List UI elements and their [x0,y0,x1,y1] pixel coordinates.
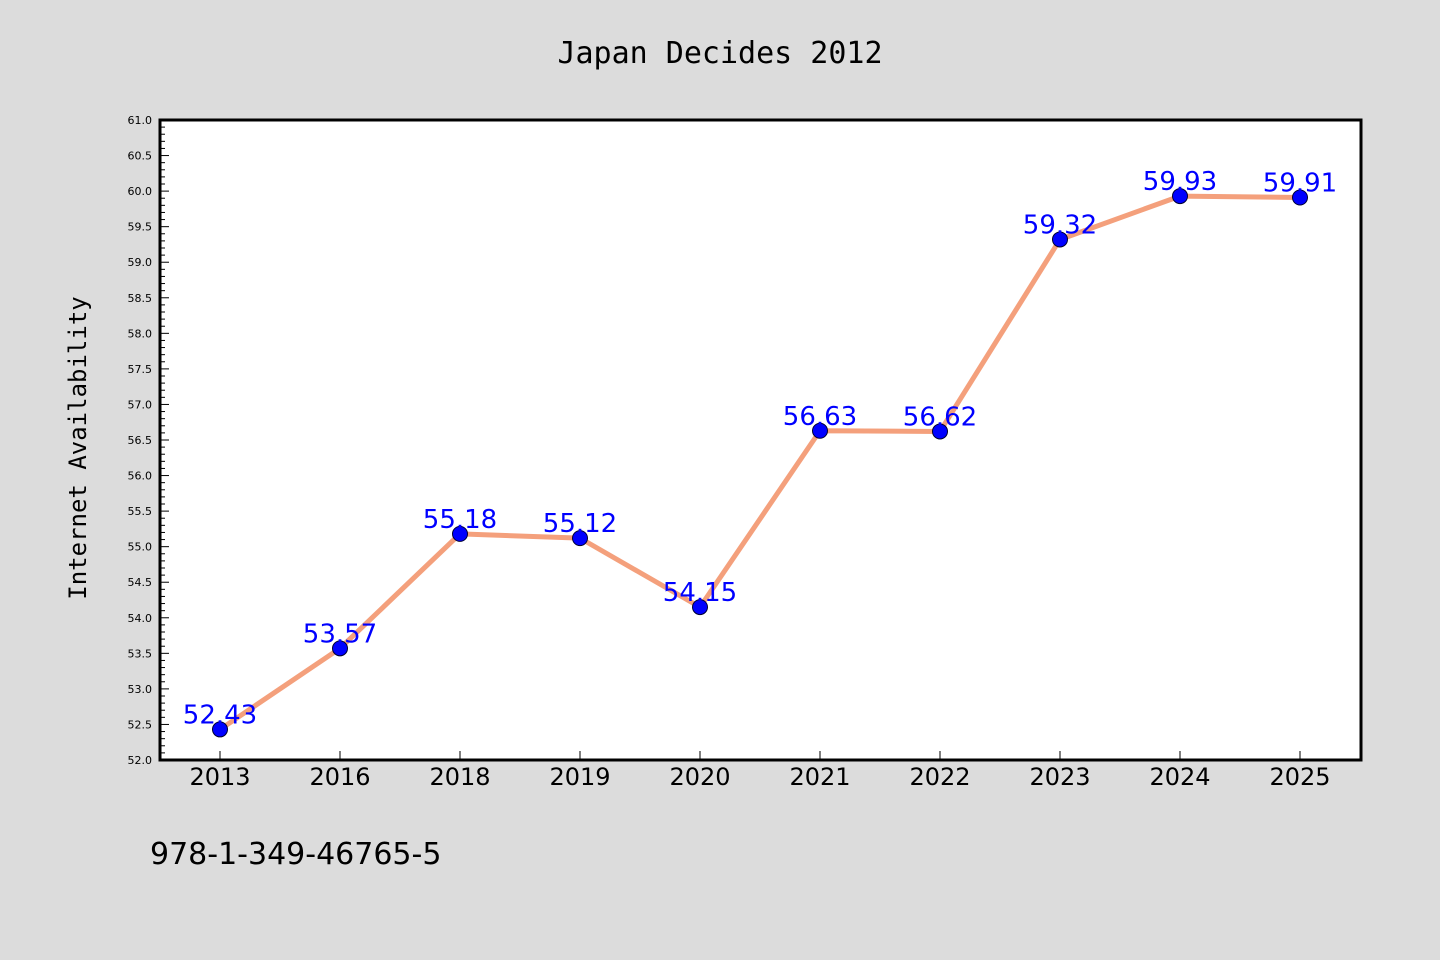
data-label: 52.43 [183,700,257,730]
x-tick-label: 2023 [1029,763,1090,791]
plot-frame [158,118,1363,762]
data-label: 59.32 [1023,210,1097,240]
data-label: 53.57 [303,619,377,649]
y-tick-label: 56.5 [128,434,153,447]
data-label: 56.62 [903,402,977,432]
data-point [932,423,948,440]
data-label: 54.15 [663,578,737,608]
y-tick-label: 55.0 [128,541,153,554]
x-tick-label: 2013 [189,763,250,791]
data-point [1172,188,1188,205]
x-tick-label: 2021 [789,763,850,791]
data-point [812,422,828,439]
y-tick-label: 56.0 [128,470,153,483]
y-tick-label: 54.0 [128,612,153,625]
x-tick-label: 2018 [429,763,490,791]
x-tick-label: 2024 [1149,763,1210,791]
data-label: 55.12 [543,509,617,539]
data-point [332,640,348,657]
y-tick-label: 53.0 [128,683,153,696]
series-layer [212,188,1308,738]
data-point [572,530,588,547]
data-point [452,525,468,542]
y-tick-label: 59.5 [128,221,153,234]
y-tick-label: 57.5 [128,363,153,376]
y-tick-label: 61.0 [128,114,153,127]
x-axis: 2013 2016 2018 2019 2020 2021 2022 2023 2024 2025 [189,751,1331,791]
y-tick-label: 52.5 [128,718,153,731]
data-label: 56.63 [783,402,857,432]
y-tick-label: 57.0 [128,398,153,411]
y-tick-label: 53.5 [128,647,153,660]
y-tick-label: 59.0 [128,256,153,269]
y-tick-label: 58.0 [128,327,153,340]
y-tick-label: 55.5 [128,505,153,518]
data-label: 59.93 [1143,167,1217,197]
y-tick-label: 54.5 [128,576,153,589]
x-tick-label: 2019 [549,763,610,791]
x-tick-label: 2016 [309,763,370,791]
data-label: 59.91 [1263,169,1337,199]
y-tick-label: 60.0 [128,185,153,198]
series-line [217,193,1303,732]
data-label: 55.18 [423,505,497,535]
y-axis-label: Internet Availability [64,296,92,599]
x-tick-label: 2025 [1269,763,1330,791]
y-tick-label: 60.5 [128,150,153,163]
x-tick-label: 2020 [669,763,730,791]
data-point [1052,231,1068,248]
data-labels: 52.43 53.57 55.18 55.12 54.15 56.63 56.62 59.32… [183,167,1337,730]
data-point [212,721,228,738]
data-point [692,599,708,616]
y-tick-label: 58.5 [128,292,153,305]
data-point [1292,189,1308,206]
plot-area [160,120,1361,760]
chart-title: Japan Decides 2012 [557,36,882,71]
footer-isbn: 978-1-349-46765-5 [150,837,441,872]
y-tick-label: 52.0 [128,754,153,767]
x-tick-label: 2022 [909,763,970,791]
